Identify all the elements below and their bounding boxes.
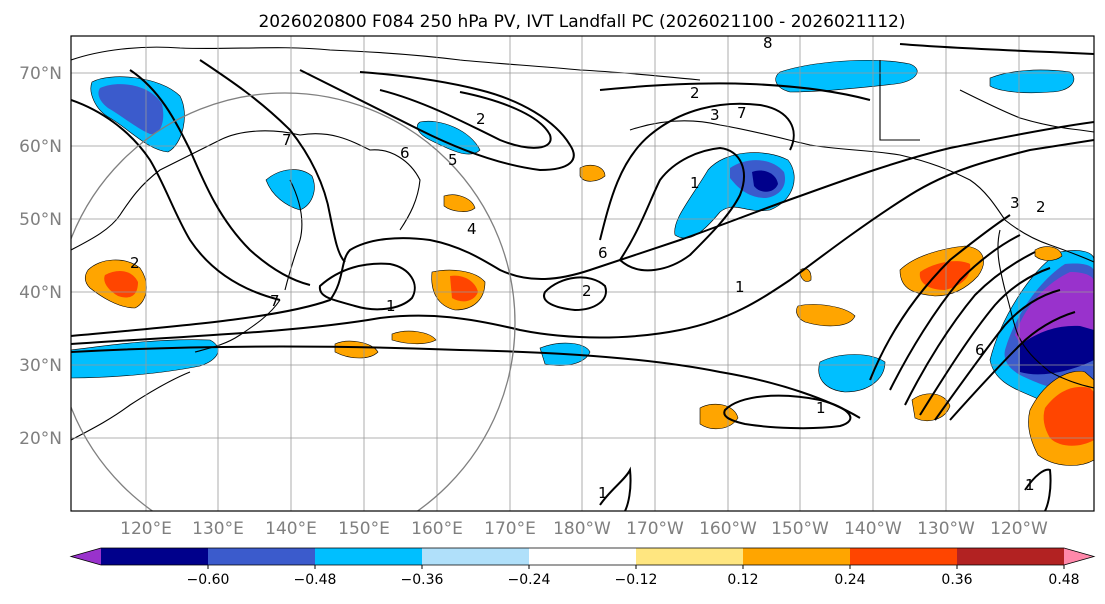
contour-label: 5 — [448, 151, 458, 169]
contour-label: 3 — [1010, 194, 1020, 212]
lon-label: 140°E — [265, 519, 317, 539]
colorbar-segment — [208, 548, 316, 565]
colorbar-tick-label: −0.60 — [187, 572, 230, 588]
gridlines — [71, 36, 1094, 511]
lat-label: 30°N — [19, 356, 62, 376]
colorbar-tick-label: −0.48 — [294, 572, 337, 588]
lon-label: 140°W — [844, 519, 902, 539]
colorbar-tick-label: 0.48 — [1048, 572, 1079, 588]
colorbar-extend-max — [1064, 548, 1094, 565]
lat-label: 50°N — [19, 210, 62, 230]
contour-label: 7 — [270, 292, 280, 310]
contour-label: 4 — [467, 220, 477, 238]
landfall-radius-circle — [71, 92, 516, 511]
contour-label: 7 — [282, 131, 292, 149]
lat-label: 20°N — [19, 429, 62, 449]
contour-label: 1 — [1025, 476, 1035, 494]
neg-anomaly-ne — [775, 59, 918, 93]
lat-label: 60°N — [19, 137, 62, 157]
contour-label: 2 — [582, 282, 592, 300]
lon-label: 160°E — [411, 519, 463, 539]
contour-labels: 8 7 7 6 5 2 6 4 3 2 2 1 7 1 2 1 1 6 1 3 … — [130, 34, 1046, 502]
contour-label: 2 — [690, 84, 700, 102]
contour-label: 3 — [710, 106, 720, 124]
lon-label: 170°W — [626, 519, 684, 539]
colorbar-extend-min — [71, 548, 101, 565]
colorbar-segment — [101, 548, 209, 565]
contour-label: 1 — [735, 278, 745, 296]
contour-label: 1 — [386, 297, 396, 315]
colorbar-segment — [422, 548, 530, 565]
lon-label: 170°E — [484, 519, 536, 539]
colorbar-segment — [743, 548, 851, 565]
lon-label: 120°W — [990, 519, 1048, 539]
contour-label: 2 — [130, 254, 140, 272]
colorbar-segment — [850, 548, 958, 565]
contour-label: 7 — [737, 104, 747, 122]
contour-label: 1 — [816, 399, 826, 417]
colorbar: −0.60 −0.48 −0.36 −0.24 −0.12 0.12 0.24 0.36 0.4… — [69, 547, 1096, 588]
contour-label: 8 — [763, 34, 773, 52]
contour-label: 1 — [690, 174, 700, 192]
lon-label: 180°W — [553, 519, 611, 539]
contour-label: 6 — [975, 341, 985, 359]
lon-label: 120°E — [120, 519, 172, 539]
lon-label: 130°W — [917, 519, 975, 539]
colorbar-tick-label: −0.24 — [508, 572, 551, 588]
colorbar-segment — [636, 548, 744, 565]
chart-title: 2026020800 F084 250 hPa PV, IVT Landfall… — [258, 12, 905, 32]
colorbar-tick-label: −0.36 — [401, 572, 444, 588]
contour-label: 6 — [598, 244, 608, 262]
colorbar-segment — [315, 548, 423, 565]
lon-label: 130°E — [192, 519, 244, 539]
colorbar-outline — [69, 547, 1096, 566]
lat-label: 40°N — [19, 283, 62, 303]
colorbar-segment — [957, 548, 1065, 565]
ivt-shading — [71, 59, 1094, 466]
lon-label: 150°E — [338, 519, 390, 539]
colorbar-tick-label: 0.12 — [727, 572, 758, 588]
lon-label: 160°W — [699, 519, 757, 539]
latitude-labels: 70°N 60°N 50°N 40°N 30°N 20°N — [19, 64, 62, 449]
contour-label: 1 — [598, 484, 608, 502]
longitude-labels: 120°E 130°E 140°E 150°E 160°E 170°E 180°… — [120, 519, 1048, 539]
lat-label: 70°N — [19, 64, 62, 84]
colorbar-segment — [529, 548, 637, 565]
contour-label: 2 — [1036, 198, 1046, 216]
colorbar-tick-label: −0.12 — [615, 572, 658, 588]
colorbar-tick-label: 0.36 — [941, 572, 972, 588]
contour-label: 6 — [400, 144, 410, 162]
lon-label: 150°W — [771, 519, 829, 539]
neg-anomaly-nw-core — [98, 84, 164, 135]
pv-contours — [71, 43, 1094, 511]
map-frame — [70, 35, 1095, 512]
colorbar-tick-label: 0.24 — [834, 572, 865, 588]
map-panel: 8 7 7 6 5 2 6 4 3 2 2 1 7 1 2 1 1 6 1 3 … — [70, 34, 1095, 512]
contour-label: 2 — [476, 110, 486, 128]
